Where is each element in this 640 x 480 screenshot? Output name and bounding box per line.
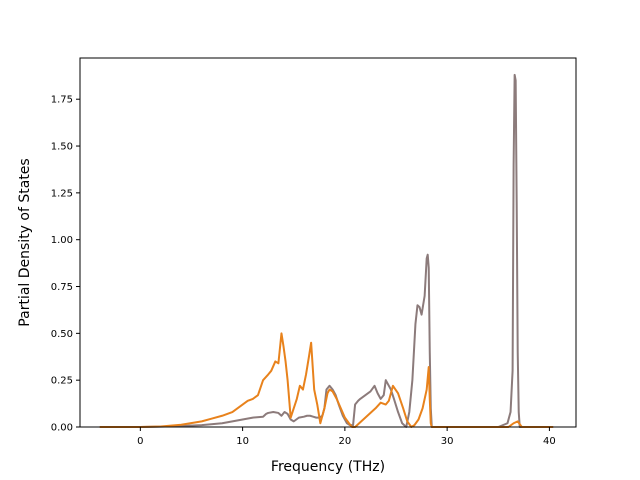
y-tick-label: 1.75	[51, 95, 73, 106]
x-tick-label: 30	[441, 436, 454, 447]
y-tick-label: 0.00	[51, 423, 73, 434]
y-tick-label: 1.25	[51, 188, 73, 199]
y-tick-label: 0.75	[51, 282, 73, 293]
y-axis-ticks: 0.00 0.25 0.50 0.75 1.00 1.25 1.50 1.75	[51, 95, 80, 434]
y-axis-label: Partial Density of States	[17, 158, 33, 326]
series-line-2	[99, 332, 554, 428]
plot-frame	[79, 57, 577, 428]
x-tick-label: 10	[236, 436, 249, 447]
y-tick-label: 1.00	[51, 235, 73, 246]
x-tick-label: 20	[339, 436, 352, 447]
x-axis-ticks: 0 10 20 30 40	[137, 427, 556, 447]
x-tick-label: 40	[543, 436, 556, 447]
x-tick-label: 0	[137, 436, 143, 447]
y-tick-label: 0.25	[51, 376, 73, 387]
y-tick-label: 0.50	[51, 329, 73, 340]
x-axis-label: Frequency (THz)	[271, 459, 385, 475]
y-tick-label: 1.50	[51, 142, 73, 153]
